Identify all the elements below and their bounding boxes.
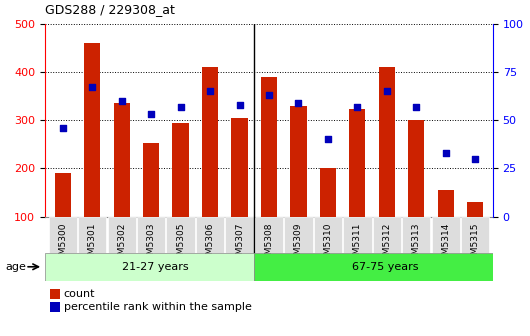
Text: GSM5305: GSM5305	[176, 222, 185, 266]
FancyBboxPatch shape	[373, 217, 401, 253]
Bar	[438, 190, 454, 217]
FancyBboxPatch shape	[255, 217, 283, 253]
Bar	[349, 110, 366, 217]
Bar	[320, 168, 336, 217]
FancyBboxPatch shape	[431, 217, 460, 253]
Text: GSM5311: GSM5311	[353, 222, 362, 266]
Text: GSM5306: GSM5306	[206, 222, 215, 266]
Text: GSM5307: GSM5307	[235, 222, 244, 266]
FancyBboxPatch shape	[225, 217, 254, 253]
Text: GSM5300: GSM5300	[58, 222, 67, 266]
Bar	[254, 253, 516, 281]
Point	[471, 156, 480, 162]
Point	[412, 104, 420, 109]
Bar	[467, 202, 483, 217]
Point	[118, 98, 126, 103]
Text: GSM5310: GSM5310	[323, 222, 332, 266]
Text: percentile rank within the sample: percentile rank within the sample	[64, 302, 251, 312]
Text: GSM5314: GSM5314	[441, 222, 450, 266]
Point	[235, 102, 244, 108]
Text: 67-75 years: 67-75 years	[352, 262, 419, 272]
Bar	[290, 106, 306, 217]
Text: GSM5308: GSM5308	[264, 222, 273, 266]
Text: GSM5301: GSM5301	[87, 222, 96, 266]
Text: GSM5315: GSM5315	[471, 222, 480, 266]
Bar	[113, 103, 130, 217]
Point	[88, 85, 96, 90]
FancyBboxPatch shape	[166, 217, 195, 253]
Text: GDS288 / 229308_at: GDS288 / 229308_at	[45, 3, 175, 16]
Bar	[232, 118, 248, 217]
Bar	[143, 143, 159, 217]
Bar	[379, 67, 395, 217]
FancyBboxPatch shape	[343, 217, 372, 253]
Bar	[202, 67, 218, 217]
FancyBboxPatch shape	[284, 217, 313, 253]
FancyBboxPatch shape	[402, 217, 430, 253]
FancyBboxPatch shape	[314, 217, 342, 253]
Point	[383, 88, 391, 94]
Text: GSM5303: GSM5303	[147, 222, 156, 266]
Bar	[261, 77, 277, 217]
Bar	[172, 123, 189, 217]
Point	[206, 88, 214, 94]
Text: 21-27 years: 21-27 years	[122, 262, 189, 272]
Bar	[84, 43, 100, 217]
Text: age: age	[5, 262, 26, 272]
Point	[324, 137, 332, 142]
FancyBboxPatch shape	[49, 217, 77, 253]
FancyBboxPatch shape	[137, 217, 165, 253]
Text: GSM5302: GSM5302	[117, 222, 126, 266]
FancyBboxPatch shape	[78, 217, 107, 253]
Text: GSM5313: GSM5313	[412, 222, 421, 266]
Point	[176, 104, 185, 109]
Text: GSM5309: GSM5309	[294, 222, 303, 266]
Bar	[408, 120, 425, 217]
Bar	[45, 253, 254, 281]
Point	[294, 100, 303, 106]
Point	[265, 92, 273, 98]
Point	[147, 112, 155, 117]
FancyBboxPatch shape	[196, 217, 224, 253]
Point	[441, 150, 450, 156]
FancyBboxPatch shape	[461, 217, 489, 253]
FancyBboxPatch shape	[108, 217, 136, 253]
Text: GSM5312: GSM5312	[382, 222, 391, 266]
Text: count: count	[64, 289, 95, 299]
Point	[58, 125, 67, 131]
Bar	[55, 173, 71, 217]
Point	[353, 104, 361, 109]
